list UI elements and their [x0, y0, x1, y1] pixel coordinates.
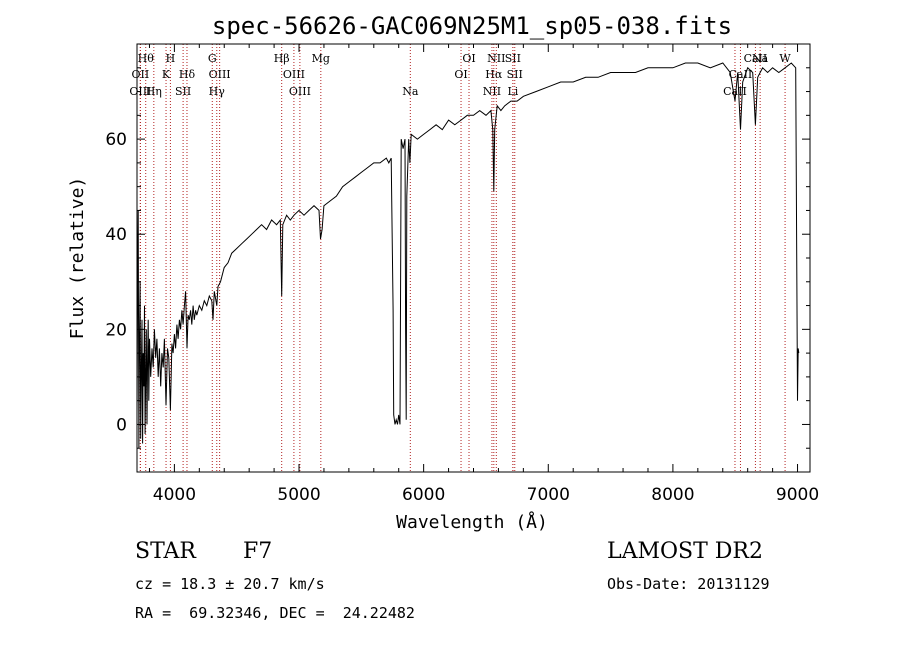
x-tick-label: 4000 [153, 485, 196, 505]
line-marker-label: OI [462, 52, 475, 65]
line-marker-label: Na [752, 52, 769, 65]
x-axis: 4000 5000 6000 7000 8000 9000 [148, 44, 819, 505]
line-marker-label: OIII [289, 85, 311, 98]
subclass: F7 [243, 539, 273, 564]
x-axis-label: Wavelength (Å) [396, 511, 548, 533]
line-marker-label: OIII [283, 68, 305, 81]
coordinates: RA = 69.32346, DEC = 24.22482 [135, 604, 415, 622]
y-axis-label: Flux (relative) [67, 177, 88, 340]
survey-name: LAMOST DR2 [607, 539, 763, 564]
line-marker-label: H [166, 52, 176, 65]
x-tick-label: 5000 [277, 485, 320, 505]
line-marker-label: CaII [729, 68, 753, 81]
line-marker-label: Mg [312, 52, 330, 65]
x-tick-label: 9000 [776, 485, 819, 505]
line-marker-label: CaII [744, 52, 768, 65]
plot-frame [136, 43, 811, 473]
redshift-cz: cz = 18.3 ± 20.7 km/s [135, 575, 325, 593]
chart-title: spec-56626-GAC069N25M1_sp05-038.fits [212, 12, 732, 40]
y-axis: 0 20 40 60 [105, 67, 810, 449]
line-marker-label: NII [487, 52, 505, 65]
object-type: STAR [135, 539, 196, 564]
line-marker-label: SII [175, 85, 191, 98]
line-marker-label: Hη [146, 85, 162, 98]
spectrum-line [136, 62, 800, 449]
x-tick-label: 8000 [651, 485, 694, 505]
line-marker-label: Na [402, 85, 419, 98]
line-marker-label: Li [507, 85, 518, 98]
y-tick-label: 20 [105, 320, 127, 340]
line-marker-label: Hβ [274, 52, 290, 65]
line-marker-label: W [779, 52, 791, 65]
line-marker-label: OIII [209, 68, 231, 81]
line-marker-label: Hγ [209, 85, 226, 98]
line-marker-label: G [208, 52, 217, 65]
line-marker-label: Hα [485, 68, 503, 81]
y-tick-label: 60 [105, 130, 127, 150]
x-tick-label: 6000 [402, 485, 445, 505]
line-marker-label: CaII [723, 85, 747, 98]
line-marker-label: SII [507, 68, 523, 81]
y-tick-label: 40 [105, 225, 127, 245]
line-marker-label: Hδ [179, 68, 196, 81]
line-marker-label: K [162, 68, 171, 81]
line-marker-label: NII [483, 85, 501, 98]
observation-date: Obs-Date: 20131129 [607, 575, 770, 593]
x-tick-label: 7000 [527, 485, 570, 505]
line-marker-label: OI [454, 68, 467, 81]
line-marker-label: SII [505, 52, 521, 65]
y-tick-label: 0 [116, 415, 127, 435]
line-marker-label: Hθ [138, 52, 155, 65]
